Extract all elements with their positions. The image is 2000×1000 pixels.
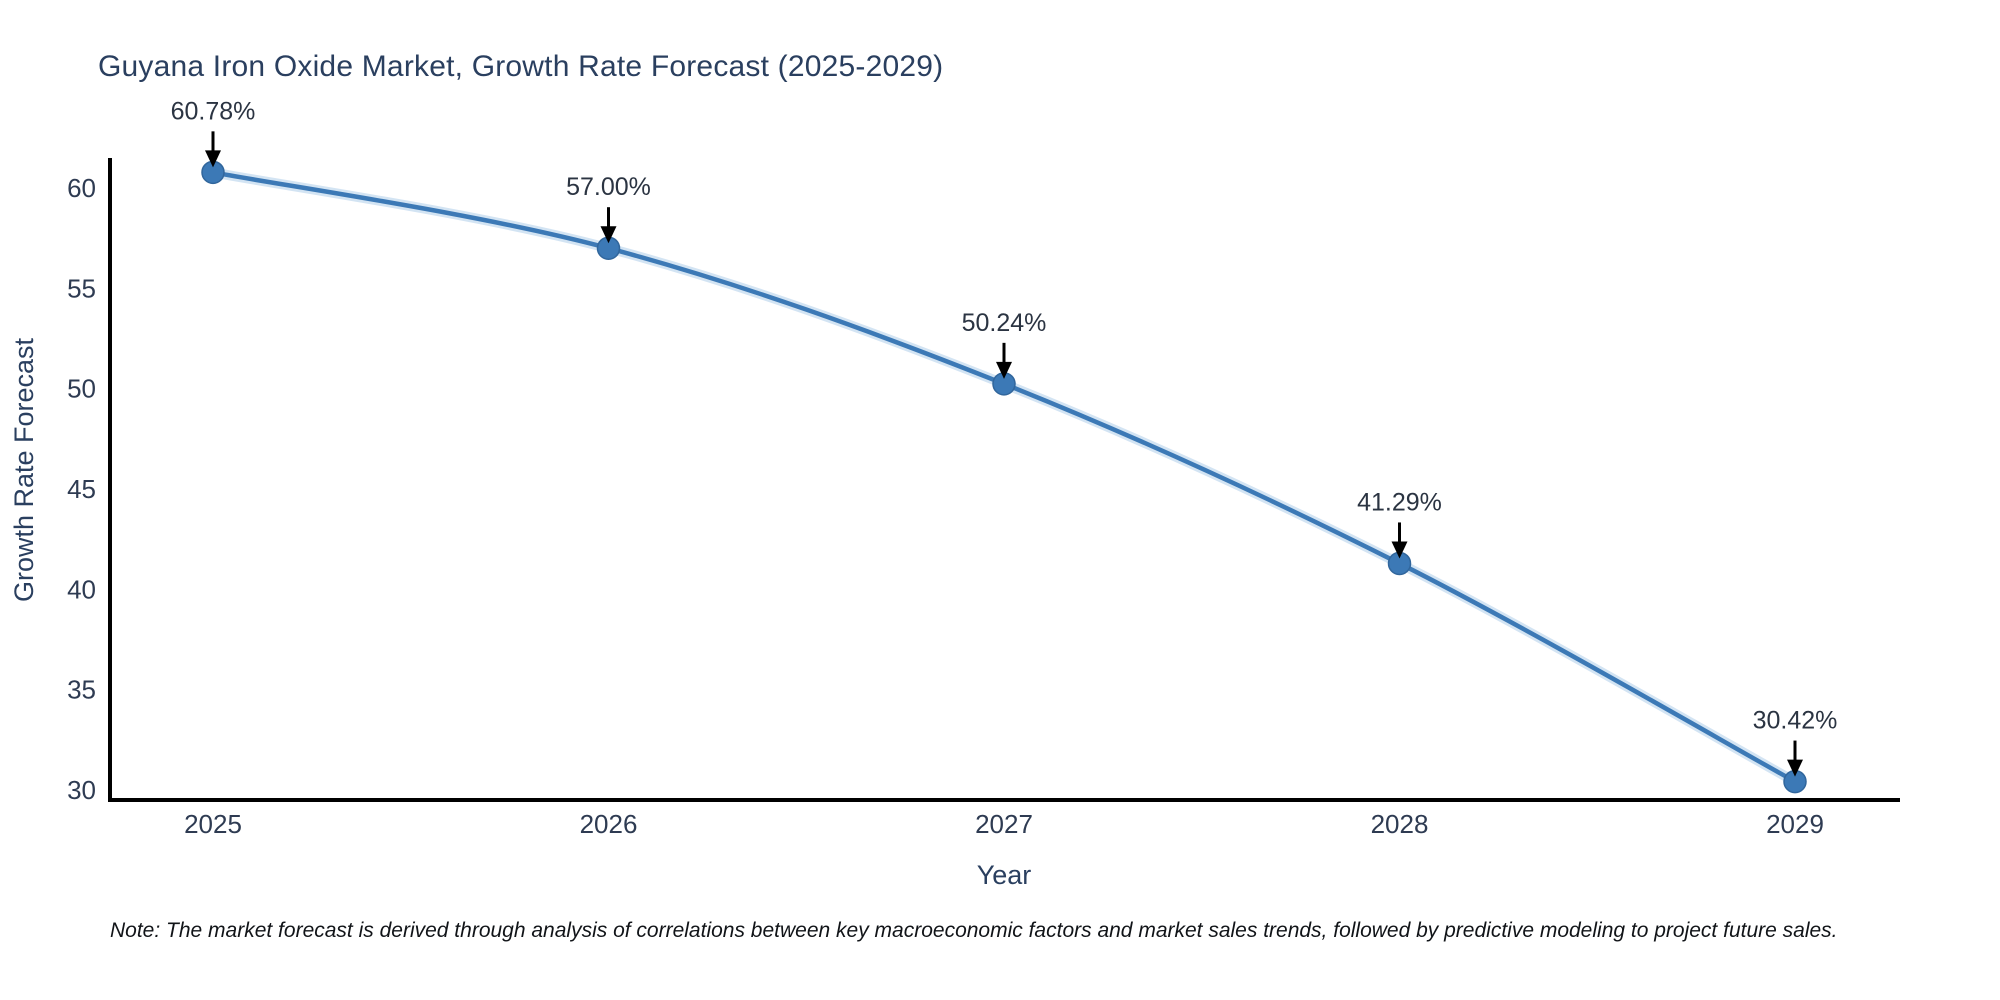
point-value-label: 60.78% [171, 97, 256, 125]
annotation-arrow-head [600, 226, 617, 244]
point-value-label: 41.29% [1357, 488, 1442, 516]
y-axis-title: Growth Rate Forecast [9, 337, 39, 602]
series-layer [201, 160, 1807, 794]
x-tick-label: 2028 [1371, 809, 1429, 839]
annotation-arrow-head [996, 361, 1012, 379]
annotation-arrow-head [1391, 541, 1408, 559]
y-tick-label: 45 [67, 474, 96, 504]
y-tick-label: 55 [67, 273, 96, 303]
x-tick-label: 2026 [580, 809, 638, 839]
y-tick-label: 40 [67, 574, 96, 604]
chart-title: Guyana Iron Oxide Market, Growth Rate Fo… [98, 50, 944, 83]
y-tick-label: 35 [67, 675, 96, 705]
x-tick-label: 2025 [184, 809, 242, 839]
point-value-label: 30.42% [1753, 707, 1838, 735]
y-tick-label: 60 [67, 173, 96, 203]
point-value-label: 57.00% [566, 173, 651, 201]
annotation-arrow-head [205, 150, 221, 168]
x-tick-label: 2027 [975, 809, 1033, 839]
y-tick-label: 30 [67, 775, 96, 805]
series-line-halo [208, 167, 1800, 787]
tick-labels-layer: 30 35 40 45 50 55 60 2025 2026 2027 2028 2029 [67, 173, 1824, 839]
footnote: Note: The market forecast is derived thr… [110, 919, 1838, 942]
x-axis-title: Year [977, 860, 1032, 890]
annotation-arrow-head [1787, 759, 1803, 777]
x-tick-label: 2029 [1766, 809, 1824, 839]
annotations-layer: 60.78% 57.00% 50.24% 41.29% 30.42% [171, 97, 1838, 777]
series-line [210, 170, 1798, 784]
point-value-label: 50.24% [962, 309, 1047, 337]
y-tick-label: 50 [67, 374, 96, 404]
